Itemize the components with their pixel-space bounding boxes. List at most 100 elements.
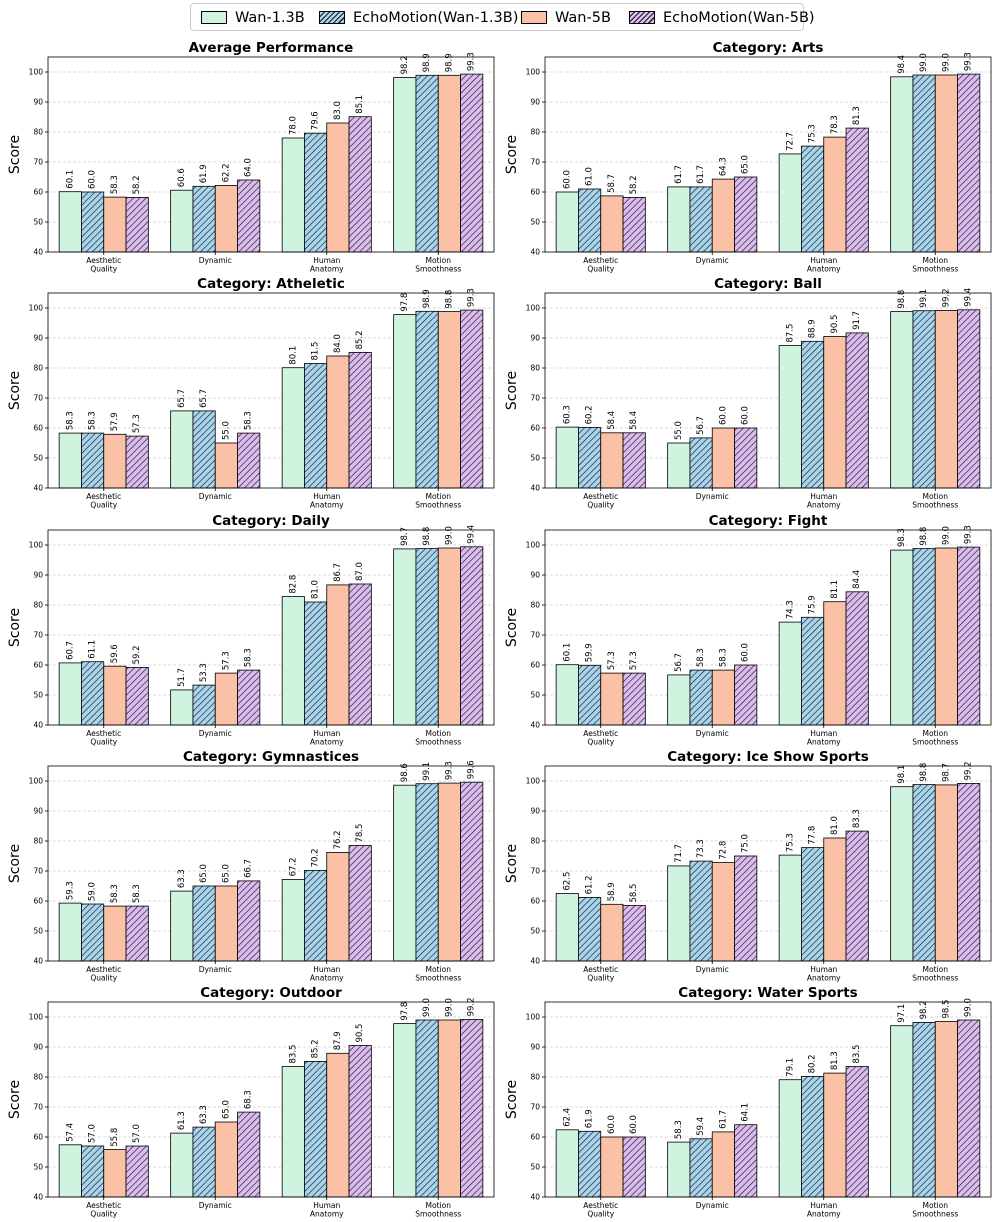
bar <box>125 435 149 489</box>
bar-value-label: 65.7 <box>177 389 187 408</box>
bar-value-label: 61.3 <box>177 1111 187 1130</box>
bar-value-label: 58.3 <box>65 411 75 430</box>
bar-value-label: 61.7 <box>718 1110 728 1129</box>
y-tick-label: 80 <box>530 364 540 373</box>
y-tick-label: 40 <box>33 248 43 257</box>
bar-value-label: 58.3 <box>244 411 254 430</box>
bar-value-label: 60.0 <box>741 643 751 662</box>
x-tick-label: Aesthetic Quality <box>583 256 618 274</box>
x-tick-label: Motion Smoothness <box>912 492 958 510</box>
bar <box>460 781 484 962</box>
y-tick-label: 50 <box>530 218 540 227</box>
y-tick-label: 80 <box>33 364 43 373</box>
bar-value-label: 66.7 <box>244 859 254 878</box>
plot-frame <box>544 765 992 962</box>
bar <box>890 311 914 489</box>
bar-value-label: 72.8 <box>718 841 728 860</box>
x-tick-label: Aesthetic Quality <box>583 1201 618 1219</box>
x-tick-label: Motion Smoothness <box>912 729 958 747</box>
bar-value-label: 85.2 <box>355 330 365 349</box>
bar <box>622 905 646 962</box>
x-tick-label-line: Human <box>313 729 340 738</box>
bar-value-label: 73.3 <box>696 839 706 858</box>
bar <box>711 862 735 962</box>
bar-value-label: 98.8 <box>919 527 929 546</box>
bar <box>103 905 127 962</box>
x-tick-label-line: Dynamic <box>696 1201 729 1210</box>
x-tick-label-line: Anatomy <box>310 1210 344 1219</box>
y-tick-label: 90 <box>530 571 540 580</box>
y-tick-label: 100 <box>526 304 541 313</box>
bar <box>58 191 82 253</box>
chart-title: Average Performance <box>189 40 354 56</box>
x-tick-label-line: Quality <box>90 974 117 983</box>
bar <box>103 1149 127 1198</box>
y-tick-label: 70 <box>33 867 43 876</box>
bar-value-label: 55.0 <box>674 421 684 440</box>
chart-panel: 60.3 55.0 87.5 98.8 60.2 56.7 88.9 99.1 58.4 60.0… <box>504 276 992 510</box>
x-tick-label: Aesthetic Quality <box>86 729 121 747</box>
x-tick-label-line: Human <box>810 492 837 501</box>
bar <box>912 1022 936 1198</box>
bar <box>103 196 127 253</box>
y-axis-label: Score <box>7 1080 23 1119</box>
bar <box>237 432 261 489</box>
bar-value-label: 58.4 <box>607 411 617 430</box>
bar <box>823 837 847 962</box>
bar <box>578 897 602 962</box>
bar <box>214 442 238 489</box>
bar-value-label: 59.3 <box>65 881 75 900</box>
chart-panel: 62.5 71.7 75.3 98.1 61.2 73.3 77.8 98.8 58.9 72.8… <box>504 749 992 983</box>
y-tick-label: 60 <box>33 424 43 433</box>
x-tick-label-line: Human <box>810 965 837 974</box>
y-tick-label: 70 <box>33 1103 43 1112</box>
bar <box>125 905 149 962</box>
bar-value-label: 62.5 <box>562 872 572 891</box>
x-tick-label: Dynamic <box>696 492 729 501</box>
bar <box>170 890 194 962</box>
x-tick-label: Human Anatomy <box>310 492 344 510</box>
y-axis-label: Score <box>504 1080 520 1119</box>
x-tick-label-line: Smoothness <box>912 501 958 510</box>
bar-value-label: 99.2 <box>964 761 974 780</box>
plot-frame <box>544 292 992 489</box>
bar-value-label: 58.3 <box>674 1120 684 1139</box>
bar-value-label: 60.0 <box>629 1115 639 1134</box>
chart-title: Category: Arts <box>713 40 824 56</box>
bar-value-label: 79.6 <box>311 111 321 130</box>
chart-title: Category: Gymnastices <box>183 749 359 765</box>
bar-value-label: 75.3 <box>808 124 818 143</box>
bar <box>934 784 958 962</box>
bar <box>192 1126 216 1198</box>
bar <box>81 191 105 253</box>
bar <box>578 664 602 726</box>
x-tick-label-line: Quality <box>587 738 614 747</box>
bar <box>845 591 869 726</box>
bar <box>823 336 847 489</box>
plot-frame <box>47 56 495 253</box>
bar-value-label: 61.9 <box>199 164 209 183</box>
chart-title: Category: Outdoor <box>200 985 342 1001</box>
bar <box>912 310 936 489</box>
x-tick-label-line: Anatomy <box>310 974 344 983</box>
y-tick-label: 60 <box>33 897 43 906</box>
y-tick-label: 50 <box>530 1163 540 1172</box>
bar-value-label: 90.5 <box>830 315 840 334</box>
bar-value-label: 62.4 <box>562 1108 572 1127</box>
x-tick-label-line: Smoothness <box>912 265 958 274</box>
bar <box>622 672 646 726</box>
y-tick-label: 40 <box>530 1193 540 1202</box>
legend-swatch-echomotion-wan-1-3b <box>319 11 345 24</box>
bar-value-label: 61.7 <box>674 165 684 184</box>
bar-value-label: 99.2 <box>941 288 951 307</box>
bar-value-label: 65.0 <box>221 1100 231 1119</box>
x-tick-label-line: Motion <box>923 492 949 501</box>
bar-value-label: 60.7 <box>65 641 75 660</box>
x-tick-label-line: Anatomy <box>807 501 841 510</box>
x-tick-label-line: Dynamic <box>696 256 729 265</box>
y-tick-label: 70 <box>530 867 540 876</box>
x-tick-label: Motion Smoothness <box>912 965 958 983</box>
x-tick-label-line: Motion <box>923 1201 949 1210</box>
bar <box>667 865 691 962</box>
bar <box>622 196 646 253</box>
